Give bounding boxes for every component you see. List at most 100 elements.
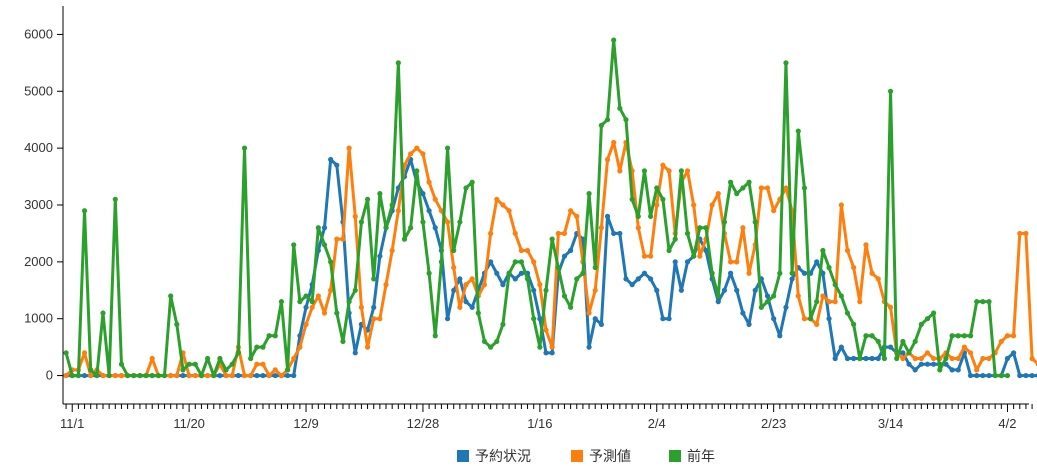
legend-swatch (457, 450, 469, 462)
data-point (924, 361, 931, 367)
data-point (838, 293, 844, 299)
data-point (740, 185, 746, 191)
data-point (900, 350, 906, 356)
data-point (912, 367, 918, 373)
data-point (457, 304, 463, 310)
data-point (623, 276, 629, 282)
data-point (586, 191, 592, 197)
data-point (241, 145, 248, 151)
data-point (223, 372, 229, 379)
data-point (321, 225, 328, 231)
data-point (666, 316, 672, 322)
data-point (709, 270, 715, 276)
data-point (887, 88, 894, 94)
data-point (697, 253, 703, 259)
data-point (715, 293, 721, 299)
data-point (691, 202, 697, 208)
data-point (340, 236, 346, 242)
data-point (531, 316, 537, 322)
data-point (235, 350, 241, 356)
data-point (869, 270, 875, 276)
data-point (838, 202, 844, 208)
data-point (168, 372, 174, 379)
data-point (727, 179, 734, 185)
data-point (666, 168, 672, 174)
data-point (598, 225, 604, 231)
legend-label: 予測値 (589, 449, 631, 465)
data-point (352, 350, 358, 356)
legend: 予約状況 予測値 前年 (457, 448, 715, 465)
data-point (912, 355, 918, 362)
data-point (727, 259, 734, 265)
data-point (377, 191, 383, 197)
data-point (789, 276, 795, 282)
data-point (967, 350, 974, 356)
data-point (906, 361, 912, 367)
data-point (537, 344, 543, 350)
data-point (715, 299, 721, 305)
data-point (444, 219, 451, 225)
data-point (574, 213, 580, 219)
data-point (851, 264, 857, 271)
data-point (248, 355, 254, 362)
data-point (63, 350, 69, 356)
y-tick-label: 4000 (24, 140, 53, 155)
data-point (506, 208, 512, 214)
data-point (623, 117, 629, 123)
data-point (654, 185, 660, 191)
data-point (764, 293, 771, 299)
x-tick-label: 2/23 (761, 416, 786, 431)
data-point (561, 253, 568, 259)
data-point (875, 276, 881, 282)
data-point (931, 355, 937, 362)
data-point (291, 242, 297, 248)
data-point (358, 304, 365, 310)
x-tick-label: 1/16 (527, 416, 552, 431)
data-point (838, 344, 844, 350)
legend-label: 予約状況 (475, 449, 531, 465)
data-point (241, 372, 248, 379)
data-point (204, 372, 211, 379)
data-point (371, 316, 377, 322)
data-point (186, 372, 192, 379)
data-point (894, 355, 900, 362)
x-tick-label: 2/4 (648, 416, 666, 431)
data-point (980, 355, 986, 362)
data-point (223, 367, 229, 373)
data-point (949, 333, 955, 339)
data-point (512, 276, 518, 282)
data-point (641, 168, 648, 174)
data-point (844, 247, 851, 254)
data-point (143, 372, 149, 379)
data-point (611, 139, 617, 146)
data-point (518, 259, 524, 265)
data-point (309, 304, 315, 310)
data-point (518, 270, 524, 276)
data-point (420, 219, 426, 225)
data-point (321, 310, 328, 316)
data-point (666, 247, 672, 254)
data-point (254, 372, 260, 379)
data-point (414, 168, 420, 174)
data-point (432, 333, 438, 339)
data-point (875, 338, 881, 345)
data-point (974, 367, 980, 373)
data-point (974, 299, 980, 305)
data-point (229, 361, 235, 367)
data-point (500, 282, 506, 288)
data-point (961, 344, 967, 350)
data-point (297, 299, 303, 305)
legend-label: 前年 (687, 448, 715, 465)
data-point (512, 259, 518, 265)
data-point (75, 372, 81, 379)
y-tick-label: 2000 (24, 254, 53, 269)
data-point (463, 185, 469, 191)
data-point (291, 355, 297, 362)
data-point (186, 361, 192, 367)
data-point (328, 156, 334, 163)
data-point (352, 287, 358, 293)
data-point (432, 225, 438, 231)
data-point (795, 293, 801, 299)
data-point (820, 293, 826, 299)
